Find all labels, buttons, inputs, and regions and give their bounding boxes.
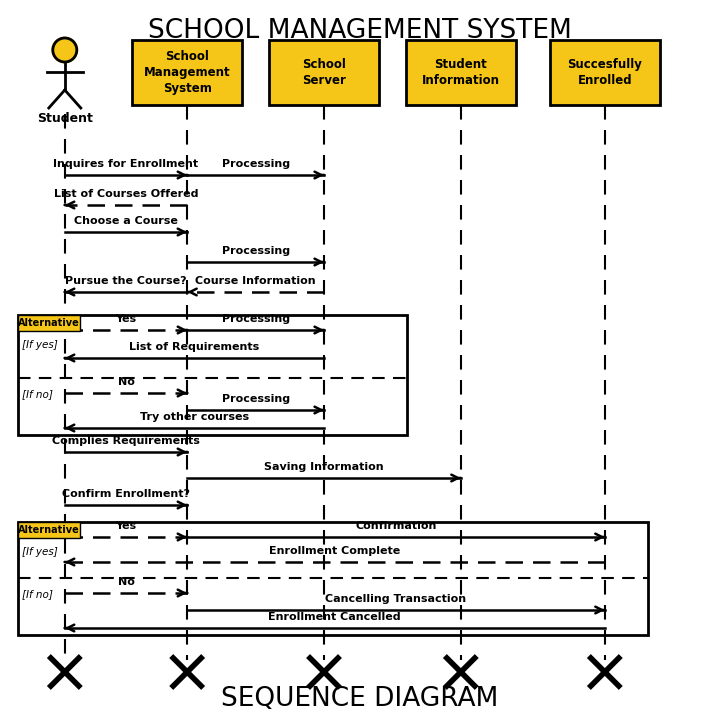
Text: Cancelling Transaction: Cancelling Transaction bbox=[325, 594, 467, 604]
Bar bbox=[18, 522, 648, 635]
Text: Yes: Yes bbox=[115, 314, 137, 324]
Text: Enrollment Complete: Enrollment Complete bbox=[269, 546, 400, 556]
Bar bbox=[18, 315, 80, 331]
Text: SEQUENCE DIAGRAM: SEQUENCE DIAGRAM bbox=[221, 686, 499, 712]
Bar bbox=[18, 522, 80, 538]
Circle shape bbox=[53, 38, 77, 62]
Text: Enrollment Cancelled: Enrollment Cancelled bbox=[269, 612, 401, 622]
Text: Succesfully
Enrolled: Succesfully Enrolled bbox=[567, 58, 642, 87]
Text: Alternative: Alternative bbox=[18, 318, 80, 328]
Bar bbox=[18, 315, 407, 435]
Bar bbox=[406, 40, 516, 105]
Text: Choose a Course: Choose a Course bbox=[74, 216, 178, 226]
Text: Pursue the Course?: Pursue the Course? bbox=[66, 276, 186, 286]
Text: Student
Information: Student Information bbox=[422, 58, 500, 87]
Text: Alternative: Alternative bbox=[18, 525, 80, 535]
Text: No: No bbox=[117, 377, 135, 387]
Text: Processing: Processing bbox=[222, 159, 289, 169]
Bar bbox=[269, 40, 379, 105]
Text: Processing: Processing bbox=[222, 246, 289, 256]
Text: [If no]: [If no] bbox=[22, 389, 53, 399]
Text: No: No bbox=[117, 577, 135, 587]
Text: Student: Student bbox=[37, 112, 93, 125]
Text: Yes: Yes bbox=[115, 521, 137, 531]
Text: School
Server: School Server bbox=[302, 58, 346, 87]
Text: Complies Requirements: Complies Requirements bbox=[52, 436, 200, 446]
Text: [If no]: [If no] bbox=[22, 589, 53, 599]
Text: Inquires for Enrollment: Inquires for Enrollment bbox=[53, 159, 199, 169]
Text: Processing: Processing bbox=[222, 314, 289, 324]
Text: School
Management
System: School Management System bbox=[144, 50, 230, 95]
Text: Confirm Enrollment?: Confirm Enrollment? bbox=[62, 489, 190, 499]
Text: Saving Information: Saving Information bbox=[264, 462, 384, 472]
Text: [If yes]: [If yes] bbox=[22, 340, 58, 350]
Text: List of Requirements: List of Requirements bbox=[130, 342, 259, 352]
Text: SCHOOL MANAGEMENT SYSTEM: SCHOOL MANAGEMENT SYSTEM bbox=[148, 18, 572, 44]
Bar bbox=[132, 40, 242, 105]
Bar bbox=[550, 40, 660, 105]
Text: Course Information: Course Information bbox=[195, 276, 316, 286]
Text: List of Courses Offered: List of Courses Offered bbox=[54, 189, 198, 199]
Text: [If yes]: [If yes] bbox=[22, 547, 58, 557]
Text: Try other courses: Try other courses bbox=[140, 412, 249, 422]
Text: Confirmation: Confirmation bbox=[355, 521, 437, 531]
Text: Processing: Processing bbox=[222, 394, 289, 404]
